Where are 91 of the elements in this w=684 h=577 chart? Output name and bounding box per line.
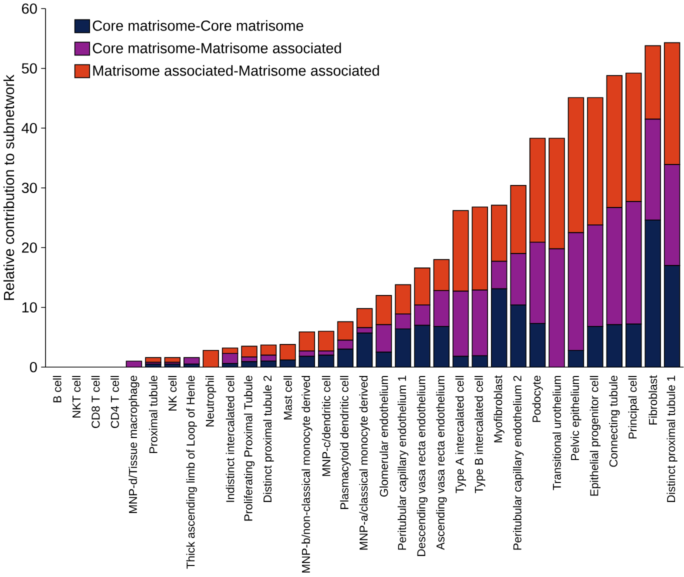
bar [452,210,469,292]
x-tick-label: Descending vasa recta endothelium [416,376,428,556]
bar [548,138,565,250]
bar [568,232,584,351]
bar [606,207,623,326]
bar [549,248,564,368]
x-tick-label: NK cell [168,376,177,411]
bar [530,324,546,368]
bar [644,45,661,120]
x-tick-label: MNP-d/Tissue macrophage [128,376,140,514]
x-tick-label: Transitional urothelium [552,376,561,490]
bar [626,201,642,325]
x-tick-label: Plasmacytoid dendritic cell [340,376,351,510]
y-tick-label: 10 [22,302,37,313]
x-tick-label: Type B intercalated cell [474,376,486,494]
bar [491,288,507,368]
bar [376,295,392,326]
x-tick-label: Pelvic epithelium [570,376,582,460]
x-tick-label: Proliferating Proximal Tubule [244,376,255,521]
bar [337,321,354,341]
bar [510,185,526,254]
bar [414,325,430,368]
bar [606,75,623,208]
bar [587,97,604,226]
x-tick-label: Neutrophil [206,376,216,426]
bar [433,290,450,327]
bar [626,324,642,368]
bar [664,164,680,266]
legend-label: Core matrisome-Matrisome associated [92,42,341,54]
bar [356,308,373,328]
bar [433,259,450,292]
x-tick-label: Proximal tubule [148,376,158,454]
x-tick-label: NKT cell [72,376,81,418]
bar [568,97,584,234]
x-tick-label: Type A intercalated cell [455,376,466,494]
x-tick-label: Ascending vasa recta endothelium [436,376,447,550]
y-tick-label: 60 [22,4,37,14]
bar [606,324,622,368]
bar [510,305,526,368]
y-tick-label: 0 [30,362,37,372]
y-tick-label: 30 [22,182,37,194]
x-tick-label: MNP-c/dendritic cell [322,376,330,476]
y-axis-title: Relative contribution to subnetwork [3,74,14,300]
bar [664,42,680,166]
bar [510,253,526,306]
x-tick-label: Podocyte [532,376,543,422]
x-tick-label: Connecting tubule [609,376,620,467]
x-tick-label: Principal cell [628,376,639,438]
bar [376,324,392,353]
x-tick-label: B cell [52,376,62,402]
x-tick-label: Peritubular capillary endothelium 2 [513,376,524,550]
y-tick-label: 20 [22,242,37,253]
bar [645,220,661,368]
bar [491,204,508,262]
y-tick-label: 50 [22,63,37,74]
bar [529,242,546,324]
legend-label: Matrisome associated-Matrisome associated [93,65,379,76]
bar [472,206,488,291]
x-tick-label: Epithelial progenitor cell [590,376,601,496]
x-tick-label: Indistinct intercalated cell [226,376,234,502]
bar [472,290,488,356]
x-tick-label: Distinct proximal tubule 1 [666,376,678,502]
bar [452,290,469,357]
x-tick-label: CD4 T cell [110,376,119,428]
bar [626,72,642,202]
bar [318,330,334,352]
x-tick-label: Distinct proximal tubule 2 [263,376,274,502]
bar [434,326,450,368]
bar [588,326,603,368]
bar [356,333,372,368]
bar [529,138,546,243]
bar [395,328,411,368]
x-tick-label: CD8 T cell [91,376,100,428]
bar [394,284,412,314]
x-tick-label: MNP-a/classical monocyte derived [359,376,370,550]
x-tick-label: Thick ascending limb of Loop of Henle [186,376,197,569]
bar [414,268,430,306]
x-tick-label: MNP-b/non-classical monocyte derived [302,376,312,573]
x-tick-label: Myofibroblast [494,375,504,442]
bar [394,314,412,330]
bar [644,118,661,221]
bar [414,304,430,326]
x-tick-label: Glomerular endothelium [380,376,388,497]
x-tick-label: Peritubular capillary endothelium 1 [398,376,408,550]
legend-label: Core matrisome-Core matrisome [92,20,304,31]
bar [587,224,604,327]
x-tick-label: Fibroblast [648,375,658,425]
x-tick-label: Mast cell [284,376,292,420]
bar [491,260,508,290]
bar [664,265,680,368]
y-tick-label: 40 [22,123,37,134]
